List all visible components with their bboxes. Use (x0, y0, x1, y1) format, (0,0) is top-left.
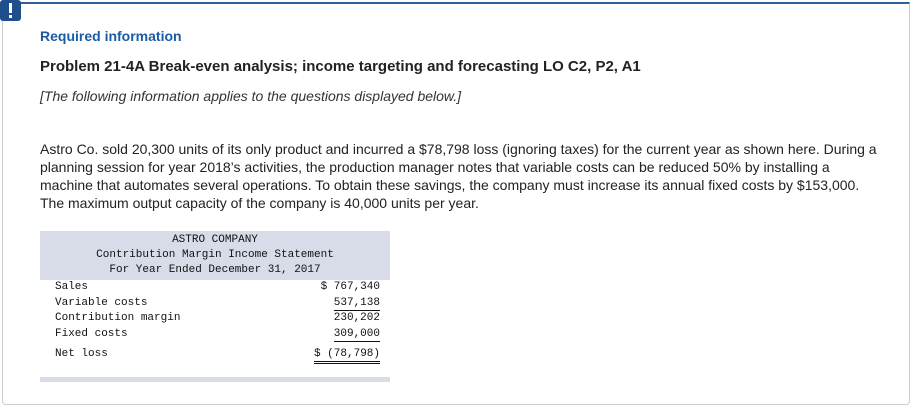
row: Net loss $ (78,798) (40, 347, 390, 364)
company: ASTRO COMPANY (172, 234, 258, 246)
amount: $ (78,798) (313, 347, 380, 364)
amount: 309,000 (333, 327, 380, 342)
label: Contribution margin (55, 312, 181, 324)
required-info: Required information (40, 28, 182, 44)
period: For Year Ended December 31, 2017 (109, 264, 321, 276)
row: Contribution margin 230,202 (40, 311, 390, 327)
label: Net loss (55, 348, 108, 360)
amount: 537,138 (333, 296, 380, 311)
table-footer (40, 376, 390, 382)
alert-icon (0, 0, 21, 21)
amount: 230,202 (333, 312, 380, 324)
label: Fixed costs (55, 327, 128, 340)
label: Variable costs (55, 296, 148, 309)
label: Sales (55, 281, 89, 293)
row: Fixed costs 309,000 (40, 327, 390, 343)
note: [The following information applies to th… (40, 88, 462, 104)
problem-title: Problem 21-4A Break-even analysis; incom… (40, 58, 641, 75)
income-statement: ASTRO COMPANY Contribution Margin Income… (40, 231, 390, 382)
table-header: ASTRO COMPANY Contribution Margin Income… (40, 231, 390, 280)
amount: $ 767,340 (320, 281, 380, 293)
paragraph: Astro Co. sold 20,300 units of its only … (40, 141, 877, 211)
row: Sales $ 767,340 (40, 280, 390, 296)
question-frame (2, 2, 910, 405)
statement: Contribution Margin Income Statement (96, 249, 334, 261)
row: Variable costs 537,138 (40, 296, 390, 312)
